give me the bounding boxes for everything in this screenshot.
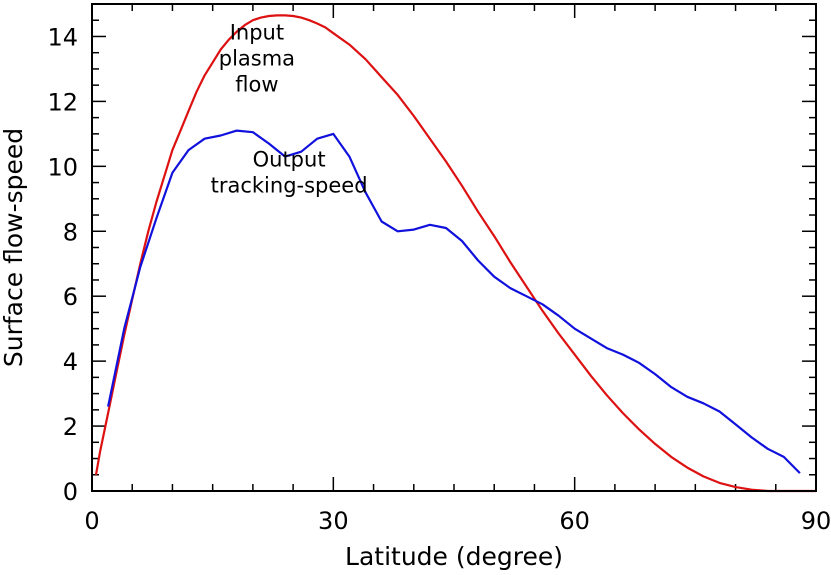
y-tick-label: 10 (47, 153, 78, 181)
input-flow-annotation: Input plasma flow (219, 21, 295, 97)
tick-marks (91, 3, 817, 492)
annotations: Input plasma flow Output tracking-speed (211, 21, 368, 198)
y-axis-label: Surface flow-speed (0, 128, 28, 367)
x-tick-label: 0 (84, 507, 99, 535)
y-tick-label: 4 (63, 348, 78, 376)
output-tracking-speed-line (107, 129, 801, 474)
series-layer (94, 14, 816, 493)
output-speed-annotation: Output tracking-speed (211, 147, 368, 197)
x-tick-label: 30 (318, 507, 349, 535)
x-tick-label: 60 (559, 507, 590, 535)
plot-frame (91, 3, 817, 492)
y-tick-label: 2 (63, 413, 78, 441)
tick-labels: 0 2 4 6 8 10 12 14 0 30 60 90 (47, 23, 831, 535)
x-axis-label: Latitude (degree) (345, 542, 563, 571)
input-plasma-flow-line (94, 14, 816, 493)
y-tick-label: 12 (47, 88, 78, 116)
y-tick-label: 6 (63, 283, 78, 311)
y-tick-label: 8 (63, 218, 78, 246)
y-tick-label: 0 (63, 478, 78, 506)
y-tick-label: 14 (47, 23, 78, 51)
x-tick-label: 90 (801, 507, 831, 535)
